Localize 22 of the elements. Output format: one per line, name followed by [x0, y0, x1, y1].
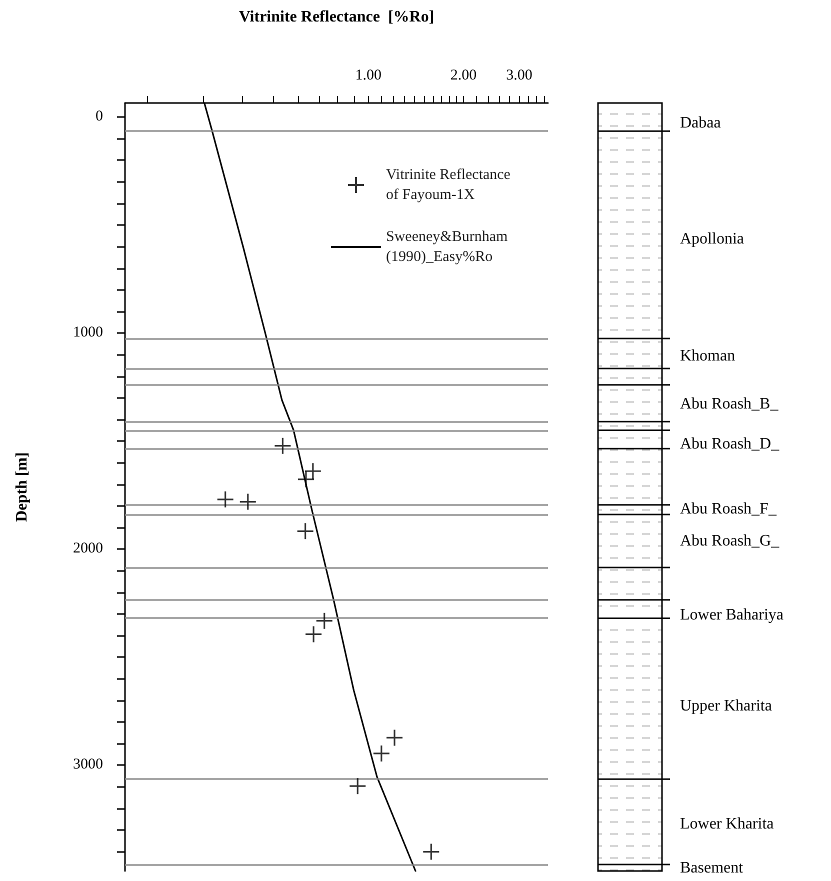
text: Abu Roash_G_ — [680, 532, 780, 550]
x-tick-label: 3.00 — [506, 68, 532, 84]
text: Upper Kharita — [680, 698, 772, 715]
text: Abu Roash_B_ — [680, 396, 780, 413]
text: Abu Roash_D_ — [680, 436, 780, 453]
text: Dabaa — [680, 114, 721, 132]
x-axis-title: Vitrinite Reflectance [%Ro] — [238, 8, 434, 26]
legend-label: Sweeney&Burnham (1990)_Easy%Ro — [386, 229, 512, 265]
text: Basement — [680, 860, 744, 877]
text: Lower Bahariya — [680, 606, 784, 624]
x-tick-label: 2.00 — [450, 68, 477, 84]
y-tick-label: 0 — [96, 108, 103, 124]
text: Apollonia — [680, 230, 744, 248]
y-tick-label: 1000 — [73, 324, 103, 341]
text: Abu Roash_F_ — [680, 500, 778, 518]
text: Lower Kharita — [680, 816, 774, 833]
y-tick-label: 3000 — [73, 756, 103, 773]
y-tick-label: 2000 — [73, 540, 103, 557]
text: Khoman — [680, 348, 736, 365]
y-axis-title: Depth [m] — [14, 452, 30, 522]
x-tick-label: 1.00 — [355, 68, 382, 84]
legend-label: Vitrinite Reflectance of Fayoum-1X — [386, 167, 514, 203]
